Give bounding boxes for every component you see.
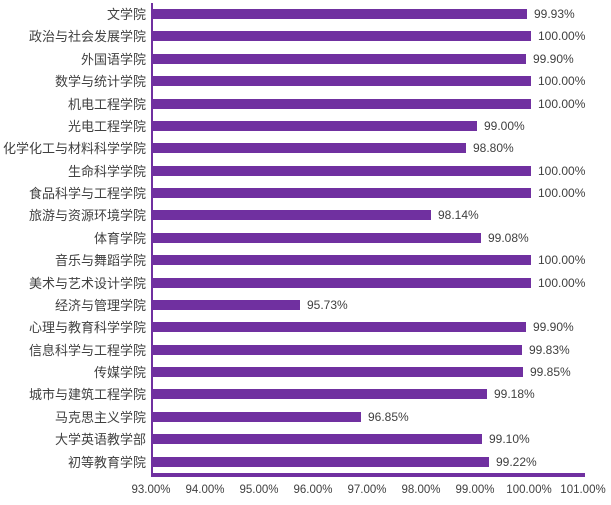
category-label: 传媒学院 bbox=[93, 364, 146, 380]
value-label: 96.85% bbox=[368, 409, 409, 424]
value-label: 98.14% bbox=[438, 207, 479, 222]
bar bbox=[153, 345, 522, 355]
category-label: 音乐与舞蹈学院 bbox=[54, 252, 146, 268]
category-label: 体育学院 bbox=[93, 230, 146, 246]
value-label: 99.22% bbox=[496, 454, 537, 469]
category-label: 数学与统计学院 bbox=[54, 73, 146, 89]
bar bbox=[153, 121, 477, 131]
x-axis-tick-label: 100.00% bbox=[506, 484, 552, 496]
bar bbox=[153, 54, 526, 64]
value-label: 99.90% bbox=[533, 319, 574, 334]
value-label: 100.00% bbox=[538, 252, 586, 267]
category-label: 食品科学与工程学院 bbox=[28, 185, 146, 201]
value-label: 99.93% bbox=[534, 6, 575, 21]
value-label: 99.08% bbox=[488, 230, 529, 245]
bar bbox=[153, 76, 531, 86]
x-axis-tick-label: 95.00% bbox=[239, 484, 279, 496]
bar bbox=[153, 166, 531, 176]
value-label: 100.00% bbox=[538, 185, 586, 200]
value-label: 98.80% bbox=[473, 140, 514, 155]
value-label: 99.90% bbox=[533, 51, 574, 66]
bar bbox=[153, 210, 431, 220]
x-axis-tick-label: 94.00% bbox=[185, 484, 225, 496]
value-label: 100.00% bbox=[538, 73, 586, 88]
category-label: 旅游与资源环境学院 bbox=[28, 207, 146, 223]
bar bbox=[153, 278, 531, 288]
bar bbox=[153, 188, 531, 198]
category-label: 政治与社会发展学院 bbox=[28, 28, 146, 44]
bar bbox=[153, 255, 531, 265]
category-label: 生命科学学院 bbox=[67, 163, 146, 179]
bar bbox=[153, 9, 527, 19]
value-label: 99.10% bbox=[489, 431, 530, 446]
category-label: 大学英语教学部 bbox=[54, 431, 146, 447]
category-label: 美术与艺术设计学院 bbox=[28, 275, 146, 291]
category-label: 经济与管理学院 bbox=[54, 297, 146, 313]
category-label: 外国语学院 bbox=[80, 51, 146, 67]
bar bbox=[153, 143, 466, 153]
bar bbox=[153, 300, 300, 310]
category-label: 心理与教育科学学院 bbox=[28, 319, 146, 335]
bar bbox=[153, 322, 526, 332]
x-axis-tick-label: 101.00% bbox=[560, 484, 606, 496]
value-label: 99.18% bbox=[494, 386, 535, 401]
bar bbox=[153, 434, 482, 444]
category-axis-line bbox=[151, 3, 153, 477]
x-axis-tick-label: 93.00% bbox=[131, 484, 171, 496]
bar bbox=[153, 412, 361, 422]
x-axis-tick-label: 97.00% bbox=[347, 484, 387, 496]
value-label: 99.85% bbox=[530, 364, 571, 379]
value-label: 99.00% bbox=[484, 118, 525, 133]
category-label: 马克思主义学院 bbox=[54, 409, 146, 425]
category-label: 初等教育学院 bbox=[67, 454, 146, 470]
x-axis-tick-label: 96.00% bbox=[293, 484, 333, 496]
value-label: 99.83% bbox=[529, 342, 570, 357]
category-label: 文学院 bbox=[106, 6, 146, 22]
bar bbox=[153, 233, 481, 243]
x-axis-tick-label: 99.00% bbox=[455, 484, 495, 496]
category-label: 化学化工与材料科学学院 bbox=[2, 140, 146, 156]
bar bbox=[153, 31, 531, 41]
value-label: 100.00% bbox=[538, 163, 586, 178]
category-label: 机电工程学院 bbox=[67, 96, 146, 112]
bar bbox=[153, 457, 489, 467]
bar bbox=[153, 99, 531, 109]
value-axis-line bbox=[151, 473, 585, 477]
value-label: 100.00% bbox=[538, 96, 586, 111]
category-label: 城市与建筑工程学院 bbox=[28, 386, 146, 402]
value-label: 100.00% bbox=[538, 28, 586, 43]
bar bbox=[153, 389, 487, 399]
category-label: 光电工程学院 bbox=[67, 118, 146, 134]
value-label: 100.00% bbox=[538, 275, 586, 290]
category-label: 信息科学与工程学院 bbox=[28, 342, 146, 358]
bar bbox=[153, 367, 523, 377]
x-axis-tick-label: 98.00% bbox=[401, 484, 441, 496]
value-label: 95.73% bbox=[307, 297, 348, 312]
